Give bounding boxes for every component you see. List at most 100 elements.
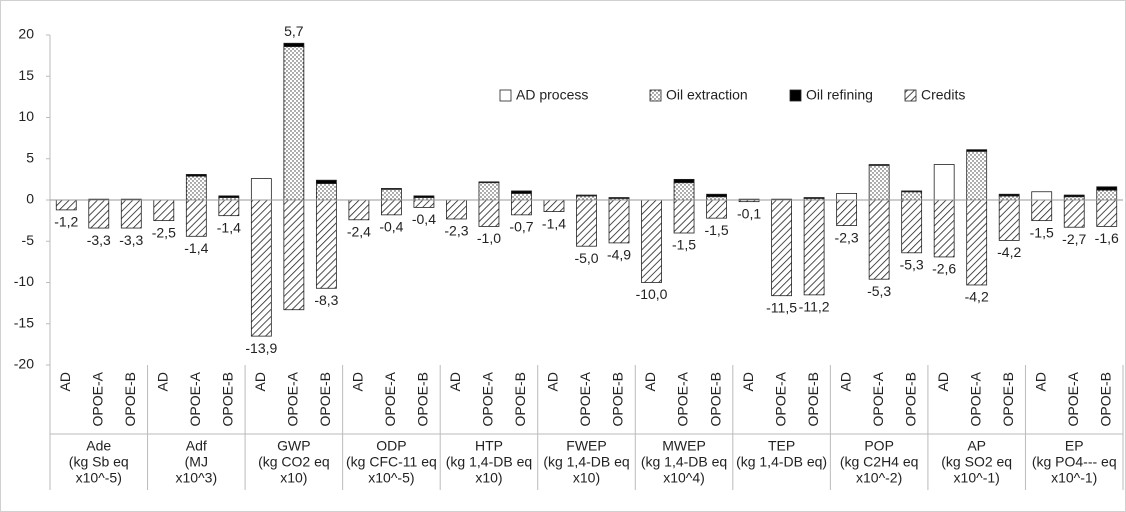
bar-segment [771,199,792,297]
data-label: -1,5 [1030,224,1054,240]
data-label: -2,4 [347,224,371,240]
bar-segment [381,188,402,190]
bar-segment [673,199,695,234]
bar-segment [185,174,207,177]
group-label: ODP [376,438,406,454]
y-tick-label: -5 [22,232,35,248]
data-label: -4,2 [965,289,989,305]
x-tick-label: OPOE-A [285,371,301,426]
x-tick-label: OPOE-B [707,372,723,426]
bar-segment [283,46,305,201]
bar-segment [673,182,695,201]
group-label: x10^-5) [368,470,414,486]
bar-segment [933,164,955,201]
group-label: (MJ [185,454,208,470]
bar-segment [901,190,923,193]
bar-segment [901,199,923,254]
group-label: (kg CO2 eq [258,454,330,470]
y-tick-label: 20 [18,26,34,42]
bar-segment [55,199,77,211]
bar-segment [1096,189,1118,201]
x-tick-label: AD [447,372,463,391]
legend-swatch [789,89,802,102]
bar-segment [250,178,272,201]
bar-segment [998,193,1020,197]
bar-segment [283,199,305,311]
data-label: -1,4 [217,219,241,235]
group-label: HTP [475,438,503,454]
group-label: x10) [280,470,307,486]
bar-segment [966,149,988,152]
x-tick-label: AD [740,372,756,391]
bar-segment [413,199,435,208]
x-tick-label: OPOE-A [89,371,105,426]
bar-segment [283,42,305,47]
y-tick-label: -15 [14,314,34,330]
x-tick-label: OPOE-B [610,372,626,426]
bar-segment [868,199,890,280]
bar-segment [478,182,500,201]
x-tick-label: OPOE-A [577,371,593,426]
x-tick-label: OPOE-B [512,372,528,426]
data-label: -4,9 [607,247,631,263]
bar-segment [608,197,630,199]
bar-segment [641,199,662,283]
legend-swatch [649,89,662,102]
data-label: -3,3 [87,232,111,248]
group-label: (kg 1,4-DB eq) [736,454,827,470]
group-label: x10^-5) [76,470,122,486]
group-label: x10^-1) [1051,470,1097,486]
data-label: -1,2 [54,214,78,230]
x-tick-label: OPOE-B [1097,372,1113,426]
group-label: FWEP [566,438,606,454]
y-tick-label: 10 [18,108,34,124]
bar-segment [88,199,110,229]
group-label: x10) [475,470,502,486]
y-tick-label: -20 [14,356,34,372]
bar-segment [315,199,337,289]
group-label: (kg C2H4 eq [840,454,919,470]
x-tick-label: OPOE-B [317,372,333,426]
data-label: -0,4 [412,211,436,227]
data-label: -10,0 [636,286,668,302]
x-tick-label: OPOE-B [1000,372,1016,426]
data-label: -0,1 [737,205,761,221]
bar-segment [1031,191,1053,201]
data-label: -11,2 [799,299,830,315]
data-label: -2,5 [152,224,176,240]
bar-segment [120,199,142,229]
group-label: (kg 1,4-DB eq [543,454,629,470]
bar-segment [185,175,207,201]
y-tick-label: -10 [14,273,34,289]
bar-segment [543,199,565,212]
bar-segment [218,199,240,217]
x-tick-label: OPOE-A [480,371,496,426]
bar-segment [576,195,597,201]
group-label: (kg CFC-11 eq [346,454,437,470]
bar-segment [608,199,630,244]
x-tick-label: OPOE-B [415,372,431,426]
x-tick-label: AD [935,372,951,391]
data-label: -1,4 [542,215,566,231]
data-label: -13,9 [245,340,277,356]
group-label: TEP [768,438,795,454]
bar-segment [706,193,727,198]
bar-segment [836,192,858,201]
bar-segment [478,181,500,184]
legend-label: Oil refining [806,87,873,103]
y-tick-label: 0 [26,191,34,207]
x-tick-label: OPOE-A [772,371,788,426]
bar-segment [348,199,370,221]
x-tick-label: OPOE-B [122,372,138,426]
data-label: -1,5 [704,222,728,238]
legend-label: Credits [921,87,965,103]
data-label: -2,3 [835,229,859,245]
data-label: -0,4 [379,219,403,235]
bar-segment [836,199,858,226]
group-label: GWP [277,438,310,454]
group-label: AP [967,438,986,454]
bar-segment [250,199,272,337]
group-label: Adf [186,438,207,454]
bar-segment [868,164,890,201]
bar-segment [511,190,532,194]
